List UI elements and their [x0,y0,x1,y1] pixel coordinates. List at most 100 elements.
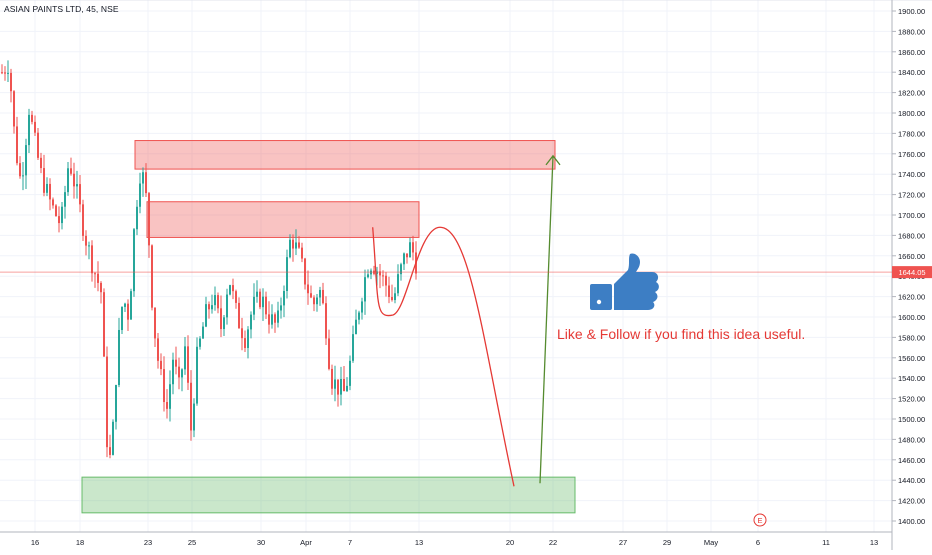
projection-bearish-path[interactable] [372,226,515,487]
candle [145,163,147,197]
candle [154,307,156,347]
candle [16,116,18,166]
candle [196,337,198,406]
candle [361,297,363,320]
y-tick-label: 1760.00 [898,150,925,159]
x-tick-label: 16 [31,538,39,547]
candle [349,355,351,391]
candle [220,295,222,338]
zone-resistance-lower[interactable] [146,201,420,238]
x-tick-label: 18 [76,538,84,547]
candle [118,317,120,388]
x-tick-label: 6 [756,538,760,547]
candle [151,244,153,311]
candle [52,197,54,209]
candle [382,270,384,287]
zone-support[interactable] [81,476,576,514]
candle [337,379,339,407]
candle [352,325,354,363]
candle [214,286,216,311]
candle [121,306,123,334]
x-tick-label: 22 [549,538,557,547]
candle [328,329,330,371]
y-tick-label: 1720.00 [898,191,925,200]
x-tick-label: 13 [870,538,878,547]
candle [208,301,210,319]
earnings-marker[interactable] [753,513,767,527]
current-price-badge [892,266,932,279]
x-tick-label: 7 [348,538,352,547]
candle [124,302,126,313]
candle [133,227,135,297]
candle [274,312,276,333]
x-tick-label: 20 [506,538,514,547]
candle [286,249,288,299]
y-tick-label: 1880.00 [898,27,925,36]
candle [259,288,261,310]
projection-arrowhead [545,154,561,166]
candle [55,204,57,217]
candle [175,346,177,375]
candle [4,66,6,81]
candle [358,310,360,325]
y-tick-label: 1540.00 [898,374,925,383]
y-tick-label: 1900.00 [898,7,925,16]
y-tick-label: 1460.00 [898,456,925,465]
candle [232,278,234,300]
candle [247,326,249,359]
candle [250,311,252,339]
candle [40,152,42,174]
earnings-marker-label: E [757,516,762,525]
candle [187,335,189,390]
candle [403,252,405,270]
candle [25,138,27,190]
candle [256,280,258,303]
candle [235,289,237,309]
candle [79,174,81,213]
candle [91,240,93,282]
candle [199,336,201,350]
candle [34,115,36,137]
symbol-title: ASIAN PAINTS LTD, 45, NSE [4,4,119,14]
candle [136,199,138,236]
candle [319,286,321,306]
zone-resistance-upper[interactable] [134,140,556,170]
candle [391,284,393,302]
candle [253,283,255,321]
annotation-text: Like & Follow if you find this idea usef… [557,326,806,342]
candle [100,281,102,304]
y-tick-label: 1680.00 [898,231,925,240]
candle [157,333,159,369]
y-tick-label: 1400.00 [898,517,925,526]
candle [334,365,336,402]
y-tick-label: 1500.00 [898,415,925,424]
y-tick-label: 1840.00 [898,68,925,77]
candle [241,317,243,351]
candle [58,206,60,233]
candle [283,285,285,318]
projection-bullish-path[interactable] [539,155,554,484]
current-price-label: 1644.05 [898,268,925,277]
candle [262,288,264,321]
x-tick-label: 11 [822,538,830,547]
candle [46,177,48,197]
candle [313,295,315,312]
candle [28,108,30,153]
candle [94,271,96,288]
candle [265,291,267,319]
candle [184,337,186,375]
candle [130,288,132,320]
candle [226,288,228,325]
candle [85,230,87,256]
candle [97,261,99,292]
candle [316,294,318,312]
candle [346,377,348,392]
candle [172,352,174,395]
candle [73,162,75,199]
candle [268,301,270,334]
candle [31,110,33,125]
thumbs-up-icon [590,253,659,310]
candle [280,297,282,319]
candle [109,434,111,459]
